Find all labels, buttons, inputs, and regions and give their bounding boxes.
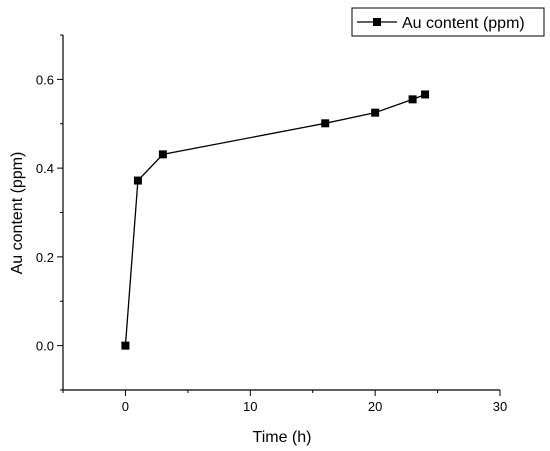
y-tick-label: 0.4 (36, 161, 54, 176)
data-point (121, 341, 130, 350)
legend: Au content (ppm) (351, 7, 545, 37)
series-layer (121, 90, 430, 350)
data-point (321, 119, 330, 128)
x-tick-label: 30 (493, 399, 507, 414)
legend-marker (373, 18, 381, 26)
data-point (421, 90, 430, 99)
y-axis-title: Au content (ppm) (9, 152, 26, 275)
y-tick-label: 0.6 (36, 72, 54, 87)
y-tick-label: 0.2 (36, 250, 54, 265)
y-tick-label: 0.0 (36, 339, 54, 354)
x-ticks: 0 10 20 30 (62, 390, 507, 414)
legend-label: Au content (ppm) (402, 15, 525, 32)
data-point (408, 95, 417, 104)
data-point (371, 108, 380, 117)
data-point (133, 176, 142, 185)
data-point (158, 150, 167, 159)
x-tick-label: 10 (243, 399, 257, 414)
x-axis-title: Time (h) (253, 429, 312, 446)
x-tick-label: 20 (368, 399, 382, 414)
y-ticks: 0.0 0.2 0.4 0.6 (36, 34, 63, 391)
x-tick-label: 0 (122, 399, 129, 414)
